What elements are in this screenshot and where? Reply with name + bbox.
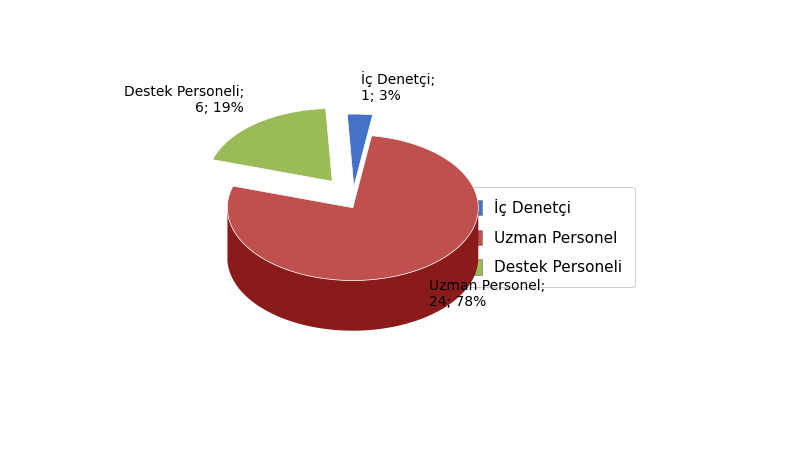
- Polygon shape: [347, 114, 372, 187]
- Polygon shape: [227, 136, 478, 281]
- Polygon shape: [213, 109, 332, 181]
- Text: Uzman Personel;
24; 78%: Uzman Personel; 24; 78%: [430, 279, 546, 309]
- Text: İç Denetçi;
1; 3%: İç Denetçi; 1; 3%: [361, 71, 435, 103]
- Polygon shape: [227, 208, 478, 331]
- Text: Destek Personeli;
6; 19%: Destek Personeli; 6; 19%: [123, 85, 243, 115]
- Legend: İç Denetçi, Uzman Personel, Destek Personeli: İç Denetçi, Uzman Personel, Destek Perso…: [451, 187, 634, 287]
